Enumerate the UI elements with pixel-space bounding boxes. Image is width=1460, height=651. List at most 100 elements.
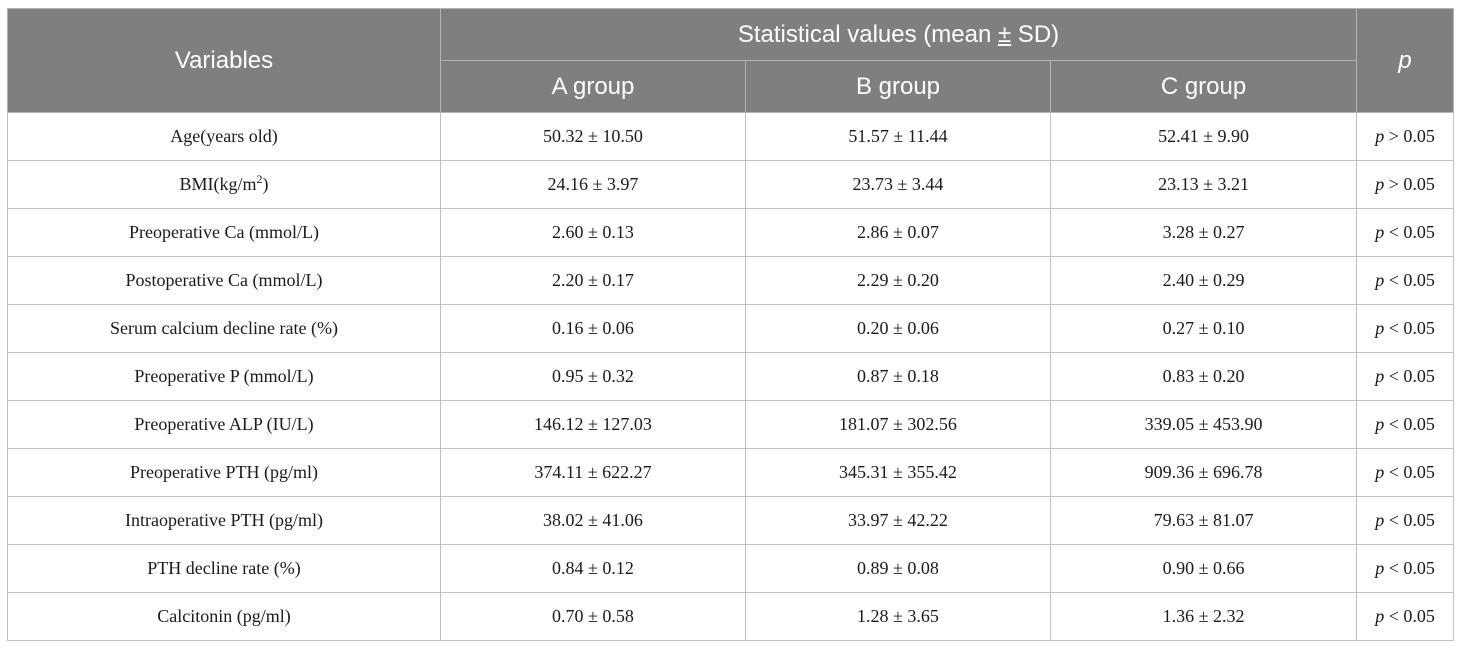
group-a-value: 146.12 ± 127.03: [440, 400, 746, 449]
header-statistical-values: Statistical values (mean ± SD): [439, 8, 1358, 61]
variable-cell: Calcitonin (pg/ml): [7, 592, 441, 641]
variable-name-suffix: ): [262, 174, 269, 194]
table-row: Preoperative PTH (pg/ml) 374.11 ± 622.27 3…: [7, 448, 1455, 497]
p-symbol: p: [1375, 222, 1385, 242]
p-value: < 0.05: [1384, 558, 1435, 578]
group-c-value: 0.27 ± 0.10: [1049, 304, 1358, 353]
variable-cell: Preoperative PTH (pg/ml): [7, 448, 441, 497]
group-c-value: 339.05 ± 453.90: [1049, 400, 1358, 449]
table-row: Serum calcium decline rate (%) 0.16 ± 0.0…: [7, 304, 1455, 353]
variable-cell: PTH decline rate (%): [7, 544, 441, 593]
group-b-value: 2.29 ± 0.20: [745, 256, 1051, 305]
p-symbol: p: [1375, 414, 1385, 434]
group-b-value: 181.07 ± 302.56: [745, 400, 1051, 449]
group-c-value: 909.36 ± 696.78: [1049, 448, 1358, 497]
variable-name: Age(years old): [170, 126, 278, 146]
p-symbol: p: [1375, 558, 1385, 578]
table-row: Intraoperative PTH (pg/ml) 38.02 ± 41.06 3…: [7, 496, 1455, 545]
group-a-value: 38.02 ± 41.06: [440, 496, 746, 545]
p-symbol: p: [1375, 126, 1385, 146]
group-c-value: 0.83 ± 0.20: [1049, 352, 1358, 401]
group-a-value: 50.32 ± 10.50: [440, 112, 746, 161]
p-value: < 0.05: [1384, 270, 1435, 290]
header-stat-pm: ±: [997, 20, 1012, 48]
group-c-value: 23.13 ± 3.21: [1049, 160, 1358, 209]
group-a-value: 0.16 ± 0.06: [440, 304, 746, 353]
p-value-cell: p < 0.05: [1356, 544, 1455, 593]
p-value-cell: p > 0.05: [1356, 160, 1455, 209]
group-a-value: 0.84 ± 0.12: [440, 544, 746, 593]
header-variables: Variables: [7, 8, 441, 113]
group-b-value: 0.20 ± 0.06: [745, 304, 1051, 353]
variable-cell: Intraoperative PTH (pg/ml): [7, 496, 441, 545]
group-a-value: 2.60 ± 0.13: [440, 208, 746, 257]
p-value-cell: p < 0.05: [1356, 352, 1455, 401]
table-row: Preoperative Ca (mmol/L) 2.60 ± 0.13 2.86 …: [7, 208, 1455, 257]
variable-name: Preoperative ALP (IU/L): [134, 414, 314, 434]
group-c-value: 2.40 ± 0.29: [1049, 256, 1358, 305]
p-symbol: p: [1375, 318, 1385, 338]
variable-name: PTH decline rate (%): [147, 558, 301, 578]
variable-cell: Preoperative ALP (IU/L): [7, 400, 441, 449]
group-b-value: 2.86 ± 0.07: [745, 208, 1051, 257]
group-c-value: 79.63 ± 81.07: [1049, 496, 1358, 545]
variable-superscript: 2: [256, 172, 263, 186]
p-symbol: p: [1375, 270, 1385, 290]
variable-cell: Postoperative Ca (mmol/L): [7, 256, 441, 305]
group-c-value: 3.28 ± 0.27: [1049, 208, 1358, 257]
group-c-value: 1.36 ± 2.32: [1049, 592, 1358, 641]
header-group-a: A group: [440, 60, 746, 113]
p-value: < 0.05: [1384, 414, 1435, 434]
variable-name: Intraoperative PTH (pg/ml): [125, 510, 323, 530]
variable-name: Preoperative Ca (mmol/L): [129, 222, 319, 242]
group-b-value: 345.31 ± 355.42: [745, 448, 1051, 497]
table-row: PTH decline rate (%) 0.84 ± 0.12 0.89 ± 0.…: [7, 544, 1455, 593]
table-row: Preoperative P (mmol/L) 0.95 ± 0.32 0.87 ±…: [7, 352, 1455, 401]
group-a-value: 2.20 ± 0.17: [440, 256, 746, 305]
variable-cell: Age(years old): [7, 112, 441, 161]
variable-name: Postoperative Ca (mmol/L): [125, 270, 323, 290]
group-b-value: 33.97 ± 42.22: [745, 496, 1051, 545]
header-stat-prefix: Statistical values (mean: [737, 20, 998, 48]
p-symbol: p: [1375, 174, 1385, 194]
p-value: < 0.05: [1384, 366, 1435, 386]
table-row: Preoperative ALP (IU/L) 146.12 ± 127.03 18…: [7, 400, 1455, 449]
p-value: < 0.05: [1384, 606, 1435, 626]
p-value-cell: p > 0.05: [1356, 112, 1455, 161]
p-value-cell: p < 0.05: [1356, 208, 1455, 257]
group-a-value: 0.95 ± 0.32: [440, 352, 746, 401]
group-b-value: 51.57 ± 11.44: [745, 112, 1051, 161]
p-symbol: p: [1375, 510, 1385, 530]
group-b-value: 0.89 ± 0.08: [745, 544, 1051, 593]
p-value: > 0.05: [1384, 174, 1435, 194]
variable-cell: BMI(kg/m2): [7, 160, 441, 209]
group-c-value: 0.90 ± 0.66: [1049, 544, 1358, 593]
group-b-value: 23.73 ± 3.44: [745, 160, 1051, 209]
p-symbol: p: [1375, 366, 1385, 386]
header-group-c: C group: [1049, 60, 1358, 113]
p-value: < 0.05: [1384, 222, 1435, 242]
table-row: Age(years old) 50.32 ± 10.50 51.57 ± 11.44…: [7, 112, 1455, 161]
header-group-b: B group: [745, 60, 1051, 113]
table-row: Postoperative Ca (mmol/L) 2.20 ± 0.17 2.29…: [7, 256, 1455, 305]
header-p: p: [1356, 8, 1455, 113]
p-value-cell: p < 0.05: [1356, 304, 1455, 353]
variable-name: Preoperative P (mmol/L): [134, 366, 314, 386]
group-b-value: 0.87 ± 0.18: [745, 352, 1051, 401]
p-symbol: p: [1375, 606, 1385, 626]
p-value: < 0.05: [1384, 510, 1435, 530]
statistics-table: Variables Statistical values (mean ± SD)…: [7, 8, 1455, 641]
p-value: < 0.05: [1384, 318, 1435, 338]
group-c-value: 52.41 ± 9.90: [1049, 112, 1358, 161]
variable-cell: Preoperative Ca (mmol/L): [7, 208, 441, 257]
variable-name: Preoperative PTH (pg/ml): [130, 462, 318, 482]
p-value-cell: p < 0.05: [1356, 592, 1455, 641]
group-b-value: 1.28 ± 3.65: [745, 592, 1051, 641]
variable-name: BMI(kg/m: [179, 174, 257, 194]
table-container: Variables Statistical values (mean ± SD)…: [7, 8, 1455, 641]
group-a-value: 0.70 ± 0.58: [440, 592, 746, 641]
group-a-value: 374.11 ± 622.27: [440, 448, 746, 497]
p-symbol: p: [1375, 462, 1385, 482]
p-value-cell: p < 0.05: [1356, 496, 1455, 545]
header-stat-suffix: SD): [1011, 20, 1060, 48]
